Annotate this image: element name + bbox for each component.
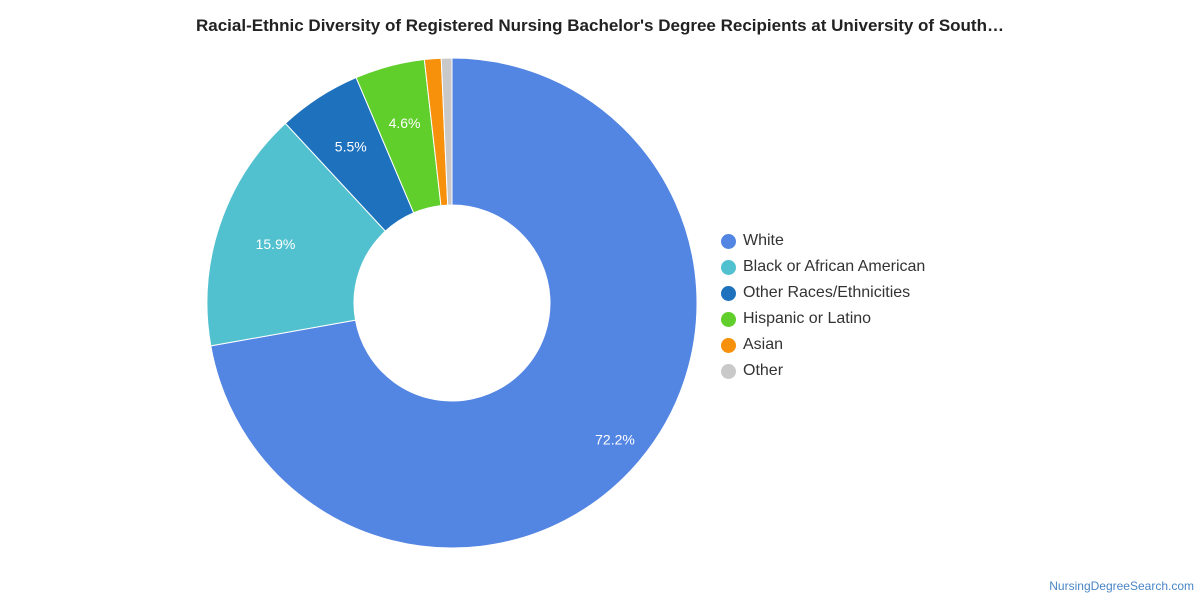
legend-swatch-icon — [721, 337, 736, 353]
legend-label: Black or African American — [743, 258, 926, 275]
slice-other[interactable] — [440, 57, 453, 206]
legend-label: White — [743, 232, 784, 249]
legend-item-other[interactable]: Other — [721, 358, 925, 384]
data-label-black-or-african-american: 15.9% — [256, 236, 296, 252]
legend-swatch-icon — [721, 285, 736, 301]
legend-swatch-icon — [721, 363, 736, 379]
legend: White Black or African American Other Race… — [721, 228, 925, 384]
slice-black-or-african-american[interactable] — [206, 122, 387, 347]
slice-white[interactable] — [210, 57, 698, 549]
chart-title: Racial-Ethnic Diversity of Registered Nu… — [196, 16, 1004, 35]
data-label-hispanic-or-latino: 4.6% — [389, 115, 421, 131]
source-credit[interactable]: NursingDegreeSearch.com — [1049, 579, 1194, 593]
legend-label: Other Races/Ethnicities — [743, 284, 911, 301]
legend-item-asian[interactable]: Asian — [721, 332, 925, 358]
legend-swatch-icon — [721, 233, 736, 249]
legend-swatch-icon — [721, 311, 736, 327]
legend-label: Hispanic or Latino — [743, 310, 872, 327]
data-label-other-races-ethnicities: 5.5% — [335, 139, 367, 155]
legend-item-other-races-ethnicities[interactable]: Other Races/Ethnicities — [721, 280, 925, 306]
legend-label: Asian — [743, 336, 784, 353]
data-label-white: 72.2% — [595, 432, 635, 448]
legend-label: Other — [743, 362, 784, 379]
legend-item-white[interactable]: White — [721, 228, 925, 254]
legend-item-hispanic-or-latino[interactable]: Hispanic or Latino — [721, 306, 925, 332]
legend-swatch-icon — [721, 259, 736, 275]
legend-item-black-or-african-american[interactable]: Black or African American — [721, 254, 925, 280]
